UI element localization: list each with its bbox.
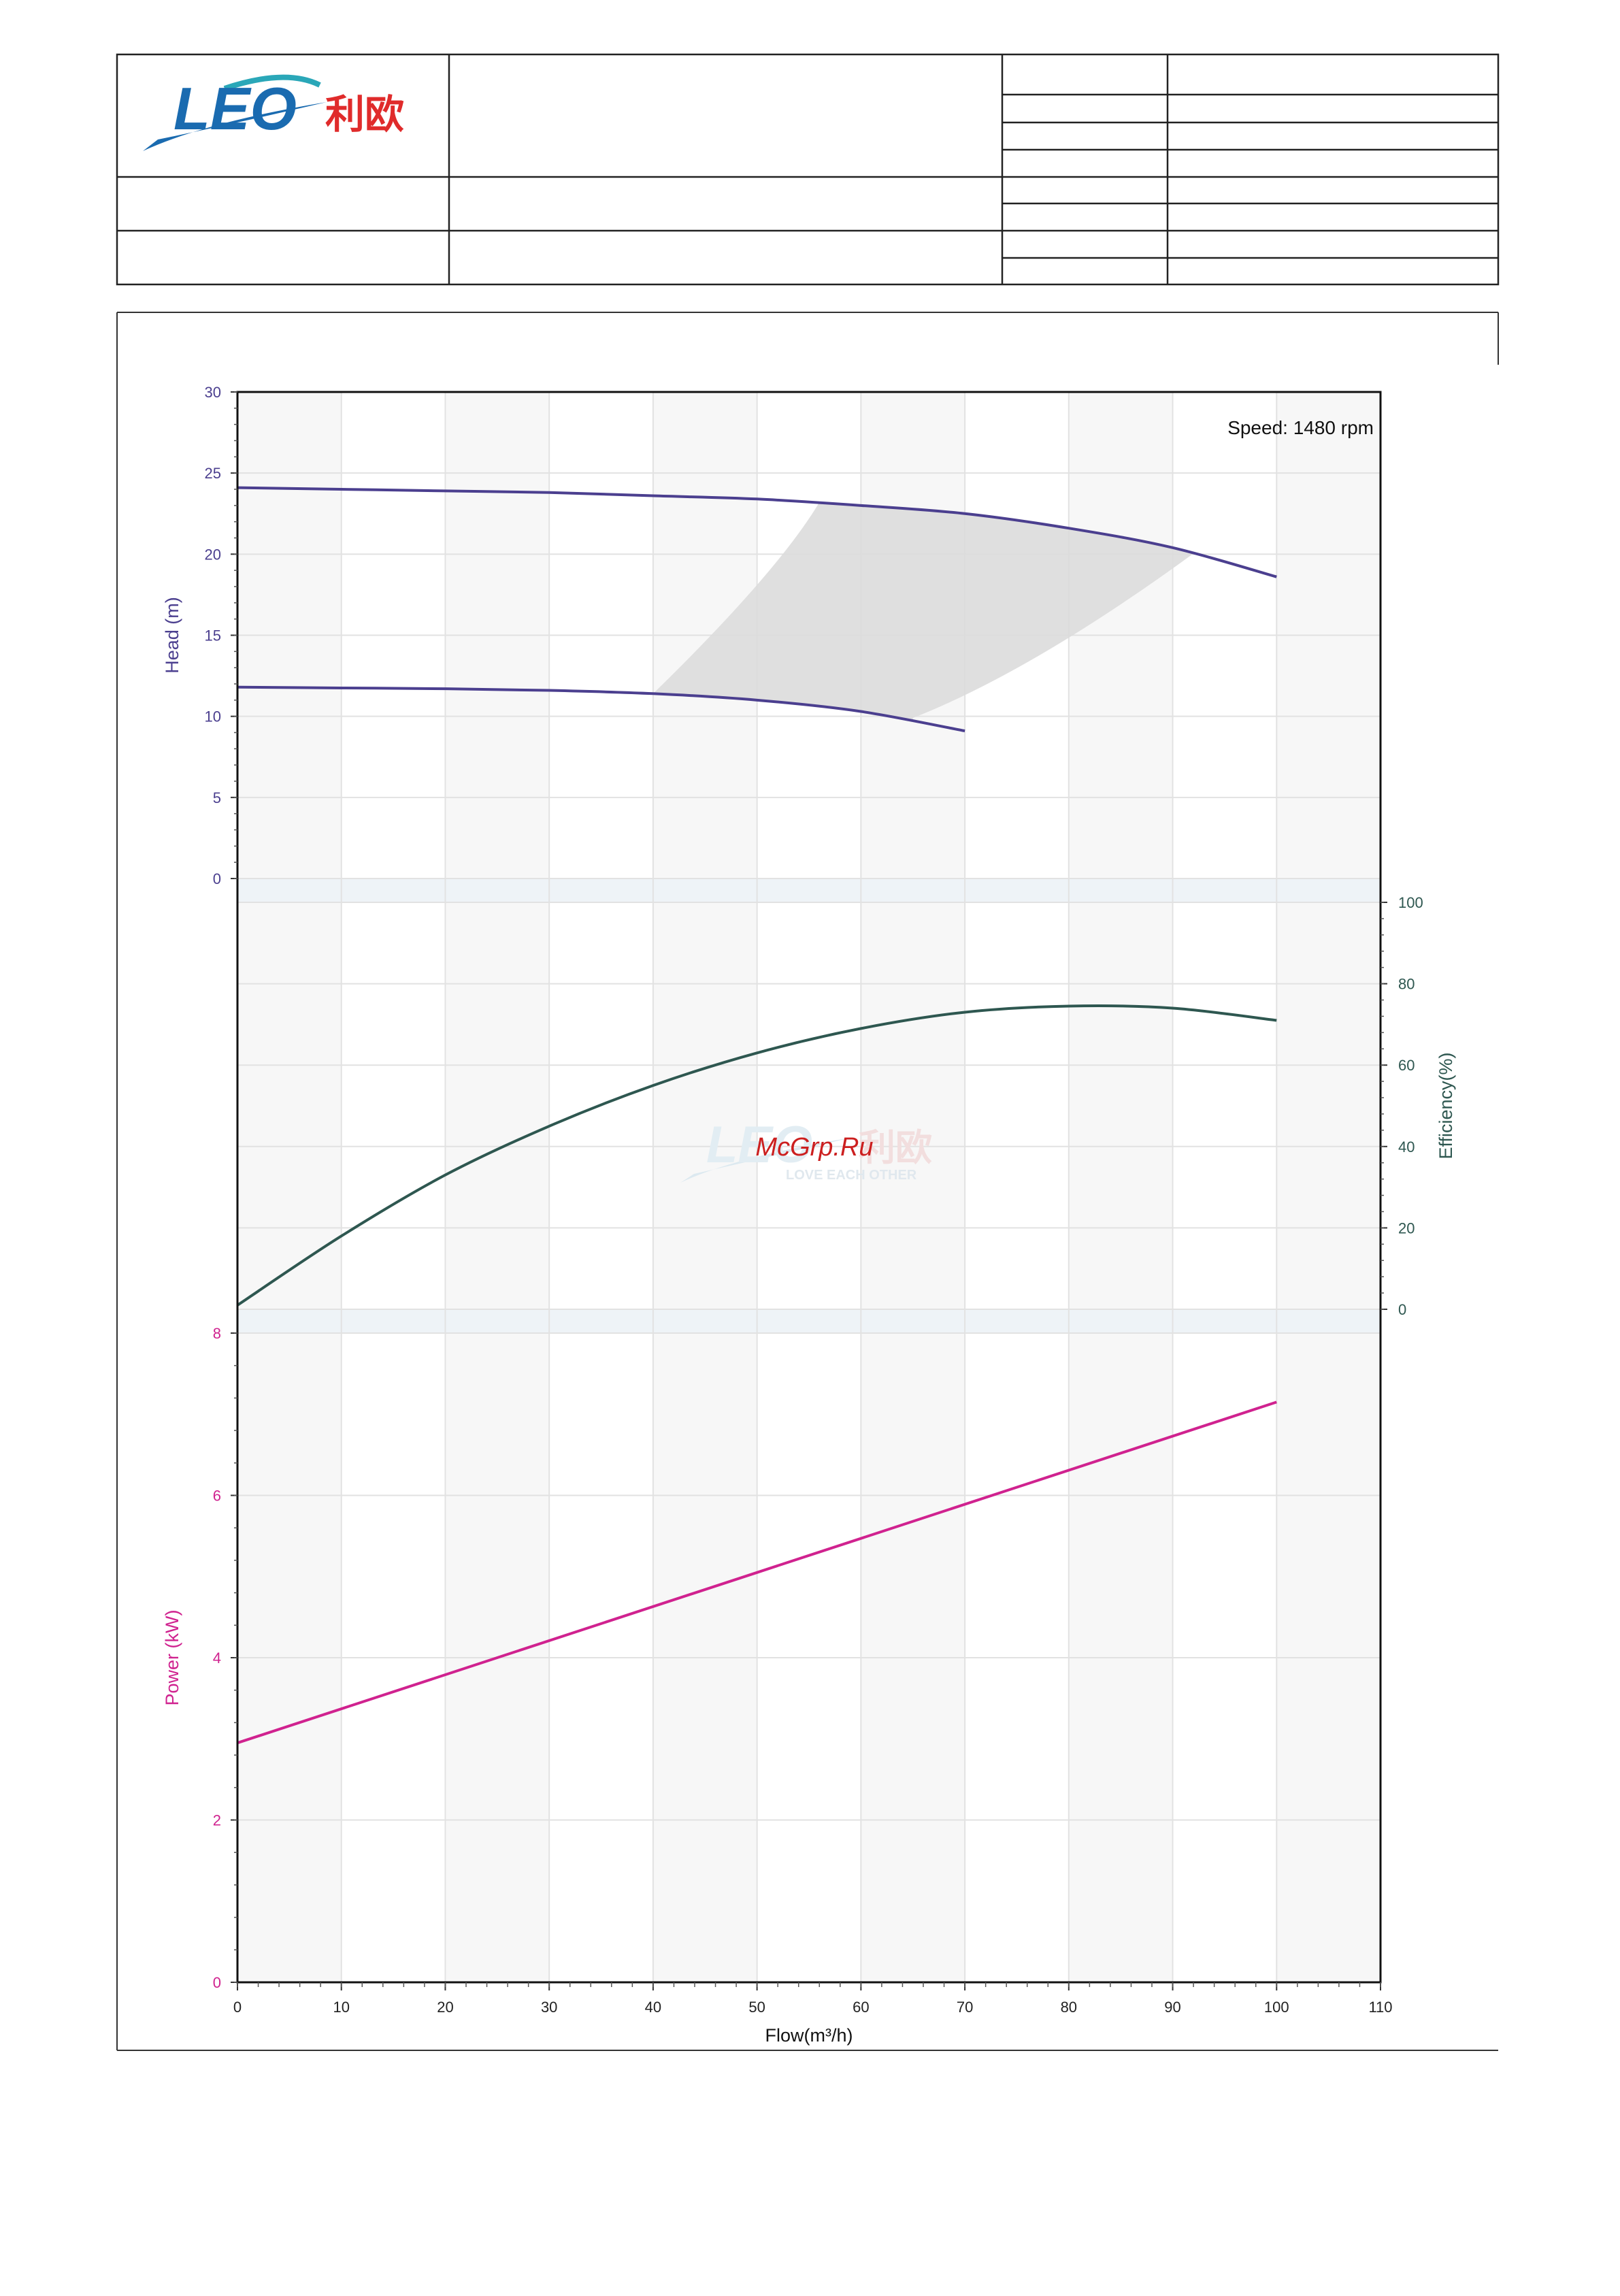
- efficiency-tick-label: 100: [1398, 894, 1423, 911]
- panel-separator-band: [237, 1309, 1381, 1333]
- x-tick-label: 110: [1368, 1999, 1392, 2016]
- x-tick-label: 0: [233, 1999, 242, 2016]
- head-tick-label: 30: [205, 384, 221, 401]
- x-tick-label: 30: [541, 1999, 557, 2016]
- power-tick-label: 4: [213, 1650, 221, 1667]
- x-tick-label: 60: [853, 1999, 869, 2016]
- efficiency-axis-label: Efficiency(%): [1436, 1052, 1456, 1159]
- head-tick-label: 10: [205, 708, 221, 725]
- column-shade: [445, 392, 550, 1982]
- x-tick-label: 100: [1264, 1999, 1289, 2016]
- x-tick-label: 10: [333, 1999, 349, 2016]
- x-tick-label: 80: [1061, 1999, 1077, 2016]
- x-tick-label: 20: [437, 1999, 453, 2016]
- column-shade: [237, 392, 342, 1982]
- x-tick-label: 50: [748, 1999, 765, 2016]
- efficiency-tick-label: 20: [1398, 1219, 1415, 1236]
- plot-border: [236, 391, 1382, 1984]
- watermark-chinese-text: 利欧: [859, 1128, 932, 1168]
- header-border: [116, 53, 1500, 286]
- logo-text: LEO: [173, 75, 297, 142]
- efficiency-curve: [236, 1004, 1277, 1307]
- efficiency-tick-label: 80: [1398, 976, 1415, 993]
- head-curve-max: [237, 486, 1277, 578]
- head-tick-label: 25: [205, 465, 221, 482]
- column-shade: [1068, 392, 1173, 1982]
- efficiency-tick-label: 60: [1398, 1057, 1415, 1074]
- x-tick-label: 90: [1164, 1999, 1180, 2016]
- column-shade: [1276, 392, 1381, 1982]
- power-tick-label: 0: [213, 1974, 221, 1991]
- head-tick-label: 20: [205, 546, 221, 563]
- head-tick-label: 15: [205, 627, 221, 644]
- logo-arc: [223, 74, 321, 91]
- watermark-logo-text: LEO: [706, 1116, 812, 1174]
- logo-chinese-text: 利欧: [325, 93, 404, 137]
- x-tick-label: 70: [957, 1999, 973, 2016]
- head-axis-label: Head (m): [162, 597, 182, 674]
- head-curve-min: [237, 685, 965, 733]
- flow-axis-label: Flow(m³/h): [765, 2025, 853, 2046]
- head-tick-label: 0: [213, 870, 221, 887]
- operating-zone: [652, 502, 1194, 721]
- panel-separator-band: [237, 879, 1381, 902]
- efficiency-tick-label: 0: [1398, 1301, 1406, 1318]
- watermark-slogan: LOVE EACH OTHER: [786, 1168, 917, 1183]
- efficiency-tick-label: 40: [1398, 1138, 1415, 1155]
- speed-annotation: Speed: 1480 rpm: [1227, 417, 1374, 438]
- power-axis-label: Power (kW): [162, 1610, 182, 1706]
- head-tick-label: 5: [213, 789, 221, 806]
- power-curve: [237, 1400, 1277, 1745]
- header-table: LEO 利欧: [116, 53, 1500, 286]
- power-tick-label: 6: [213, 1488, 221, 1505]
- watermark-site: McGrp.Ru: [755, 1133, 873, 1162]
- leo-logo: LEO 利欧: [143, 74, 404, 151]
- power-tick-label: 2: [213, 1812, 221, 1829]
- x-tick-label: 40: [645, 1999, 661, 2016]
- power-tick-label: 8: [213, 1325, 221, 1342]
- chart-frame: [116, 312, 1499, 2051]
